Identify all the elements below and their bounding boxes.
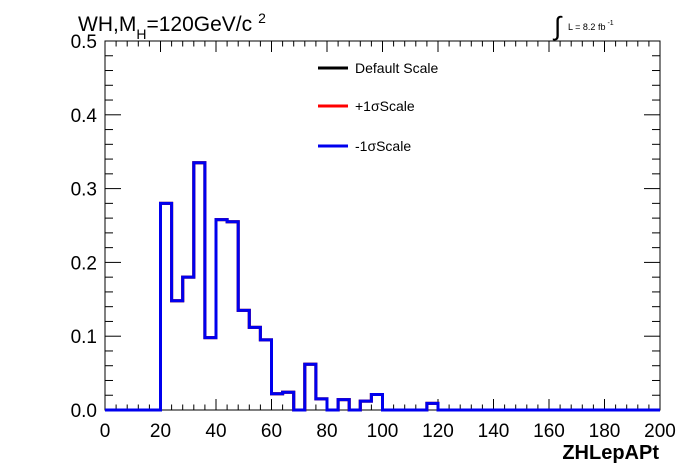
legend-label-1: +1σScale xyxy=(355,98,415,114)
x-tick-label: 40 xyxy=(205,421,226,442)
chart-title-subscript: H xyxy=(136,26,146,42)
histogram-series xyxy=(105,161,660,412)
chart-title: WH,MH=120GeV/c 2 xyxy=(78,10,266,42)
y-tick-label: 0.3 xyxy=(71,180,97,201)
x-tick-label: 140 xyxy=(478,421,510,442)
luminosity-text: L = 8.2 fb xyxy=(568,22,605,32)
y-tick-label: 0.4 xyxy=(71,106,98,127)
series-line-2 xyxy=(105,161,660,412)
x-tick-label: 120 xyxy=(422,421,454,442)
chart-title-rest: =120GeV/c xyxy=(146,13,252,36)
x-tick-label: 160 xyxy=(533,421,565,442)
legend-label-0: Default Scale xyxy=(355,60,438,76)
axis-ticks xyxy=(104,40,661,411)
x-tick-label: 100 xyxy=(367,421,399,442)
series-line-0 xyxy=(105,161,660,412)
x-tick-label: 80 xyxy=(316,421,337,442)
y-tick-label: 0.0 xyxy=(71,401,97,422)
x-tick-label: 200 xyxy=(644,421,676,442)
chart-title-main: WH,M xyxy=(78,13,136,36)
series-line-1 xyxy=(105,161,660,412)
legend-label-2: -1σScale xyxy=(355,138,411,154)
luminosity-label: L = 8.2 fb -1 xyxy=(568,20,614,32)
x-axis-label: ZHLepAPt xyxy=(562,442,659,464)
y-tick-label: 0.2 xyxy=(71,253,97,274)
axis-tick-labels: 0 20 40 60 80 100 120 140 160 180 200 0.0 0.1 0.2 0.3 0… xyxy=(71,32,676,442)
x-tick-label: 180 xyxy=(589,421,621,442)
y-tick-label: 0.1 xyxy=(71,327,97,348)
x-tick-label: 0 xyxy=(100,421,111,442)
chart-title-superscript: 2 xyxy=(258,10,266,26)
legend: Default Scale +1σScale -1σScale xyxy=(318,60,438,154)
x-tick-label: 60 xyxy=(261,421,282,442)
luminosity-superscript: -1 xyxy=(607,20,613,27)
luminosity-integral: ∫ xyxy=(552,11,563,41)
plot-frame xyxy=(104,40,661,411)
x-tick-label: 20 xyxy=(150,421,171,442)
y-tick-label: 0.5 xyxy=(71,32,97,53)
